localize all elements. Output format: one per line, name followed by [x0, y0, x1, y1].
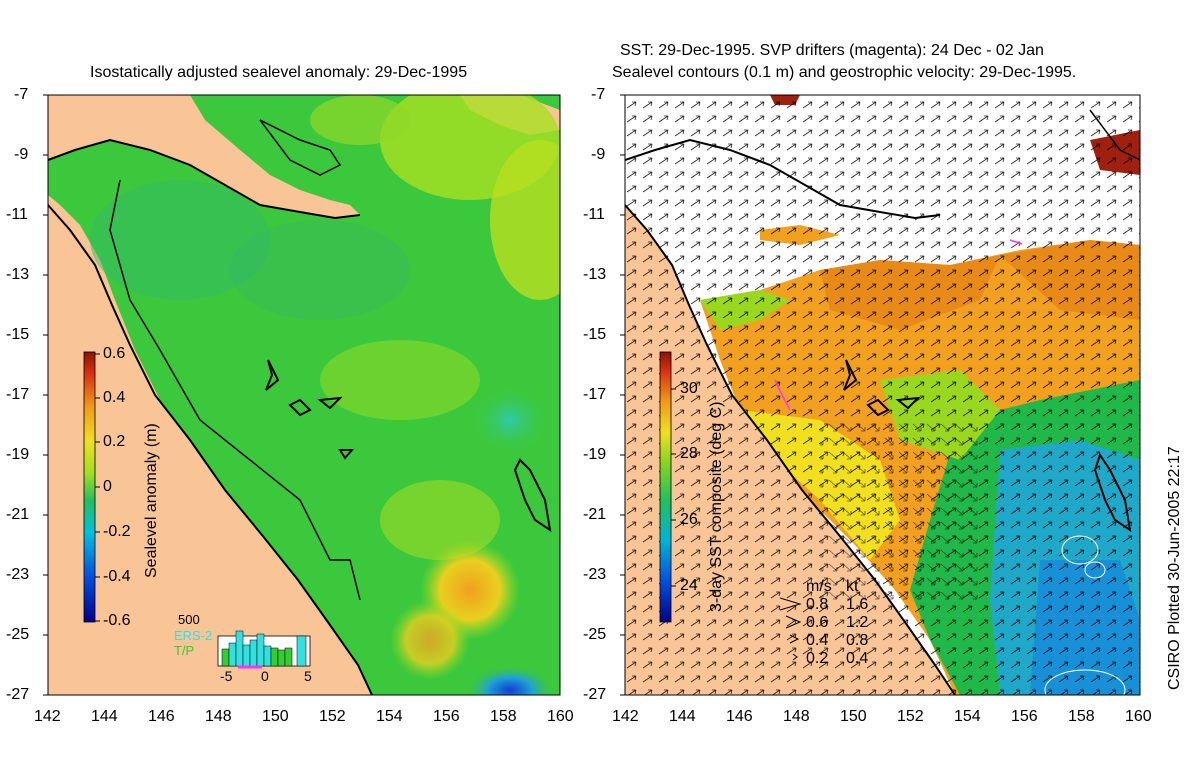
lon-tick-left: 142	[34, 708, 61, 725]
right-map-title-line2: Sealevel contours (0.1 m) and geostrophi…	[612, 64, 1077, 81]
lat-tick-right: -7	[591, 86, 606, 103]
sla-colorbar	[83, 351, 96, 623]
sla-colorbar-tick: 0.4	[103, 389, 126, 406]
sla-colorbar-label: Sealevel anomaly (m)	[143, 423, 160, 578]
lon-tick-left: 146	[148, 708, 175, 725]
lon-tick-right: 156	[1011, 708, 1038, 725]
lat-tick-right: -27	[583, 686, 607, 703]
lon-tick-left: 148	[205, 708, 232, 725]
histogram-x-tick: 0	[261, 668, 269, 684]
lon-tick-left: 152	[319, 708, 346, 725]
speed-legend-kt: 1.2	[846, 614, 869, 631]
lat-tick-left: -17	[6, 386, 30, 403]
lat-tick-left: -19	[6, 446, 30, 463]
lat-tick-left: -27	[6, 686, 30, 703]
lon-tick-left: 154	[376, 708, 403, 725]
lon-tick-right: 142	[612, 708, 639, 725]
lon-tick-left: 156	[433, 708, 460, 725]
sst-colorbar-tick: 24	[680, 577, 698, 594]
right-map	[625, 95, 1140, 695]
lat-tick-right: -9	[591, 146, 606, 163]
sst-colorbar-tick: 26	[680, 511, 698, 528]
lon-tick-right: 146	[726, 708, 753, 725]
lat-tick-left: -9	[14, 146, 29, 163]
lat-tick-right: -15	[583, 326, 607, 343]
lat-tick-right: -13	[583, 266, 607, 283]
lat-tick-right: -11	[583, 206, 605, 223]
lon-tick-left: 150	[262, 708, 289, 725]
lat-tick-left: -21	[6, 506, 30, 523]
lon-tick-left: 158	[490, 708, 517, 725]
speed-legend-header-kt: kt	[846, 578, 859, 595]
lon-tick-left: 160	[547, 708, 574, 725]
sla-colorbar-tick: 0	[103, 478, 112, 495]
sla-colorbar-tick: 0.2	[103, 433, 126, 450]
lat-tick-right: -19	[583, 446, 607, 463]
lon-tick-right: 144	[669, 708, 696, 725]
sst-colorbar-label: 3-day SST composite (deg C)	[708, 401, 725, 612]
lon-tick-right: 148	[783, 708, 810, 725]
lat-tick-left: -7	[14, 86, 29, 103]
speed-legend-arrows	[779, 597, 802, 661]
sst-colorbar-tick: 28	[680, 445, 698, 462]
speed-legend-ms: 0.2	[806, 650, 829, 667]
lon-tick-left: 144	[91, 708, 118, 725]
sla-colorbar-tick: -0.6	[103, 612, 131, 629]
lat-tick-left: -15	[6, 326, 30, 343]
sst-colorbar-tick: 30	[680, 380, 698, 397]
histogram-y-max: 500	[178, 612, 200, 627]
histogram-x-tick: -5	[220, 668, 233, 684]
lat-tick-left: -11	[6, 206, 28, 223]
histogram-legend-tp: T/P	[174, 643, 195, 658]
lon-tick-right: 154	[954, 708, 981, 725]
plot-credit: CSIRO Plotted 30-Jun-2005 22:17	[1166, 446, 1183, 690]
lat-tick-right: -23	[583, 566, 607, 583]
lat-tick-right: -21	[583, 506, 607, 523]
sla-colorbar-tick: -0.4	[103, 568, 131, 585]
speed-legend-kt: 0.4	[846, 650, 869, 667]
speed-legend-ms: 0.8	[806, 596, 829, 613]
sst-colorbar	[659, 351, 672, 623]
speed-legend-kt: 0.8	[846, 632, 869, 649]
altimeter-histogram	[217, 630, 311, 669]
lon-tick-right: 158	[1068, 708, 1095, 725]
lon-tick-right: 150	[840, 708, 867, 725]
lat-tick-right: -17	[583, 386, 607, 403]
left-map-title: Isostatically adjusted sealevel anomaly:…	[90, 64, 468, 81]
lat-tick-left: -23	[6, 566, 30, 583]
lon-tick-right: 160	[1125, 708, 1152, 725]
lon-tick-right: 152	[897, 708, 924, 725]
sla-colorbar-tick: 0.6	[103, 345, 126, 362]
lat-tick-right: -25	[583, 626, 607, 643]
speed-legend-ms: 0.6	[806, 614, 829, 631]
histogram-legend-ers2: ERS-2	[174, 628, 213, 643]
histogram-x-tick: 5	[304, 668, 312, 684]
left-map	[48, 95, 560, 695]
lat-tick-left: -13	[6, 266, 30, 283]
speed-legend-ms: 0.4	[806, 632, 829, 649]
speed-legend-kt: 1.6	[846, 596, 869, 613]
speed-legend-header-ms: m/s	[806, 578, 832, 595]
right-map-title-line1: SST: 29-Dec-1995. SVP drifters (magenta)…	[620, 42, 1044, 59]
lat-tick-left: -25	[6, 626, 30, 643]
sla-colorbar-tick: -0.2	[103, 523, 131, 540]
